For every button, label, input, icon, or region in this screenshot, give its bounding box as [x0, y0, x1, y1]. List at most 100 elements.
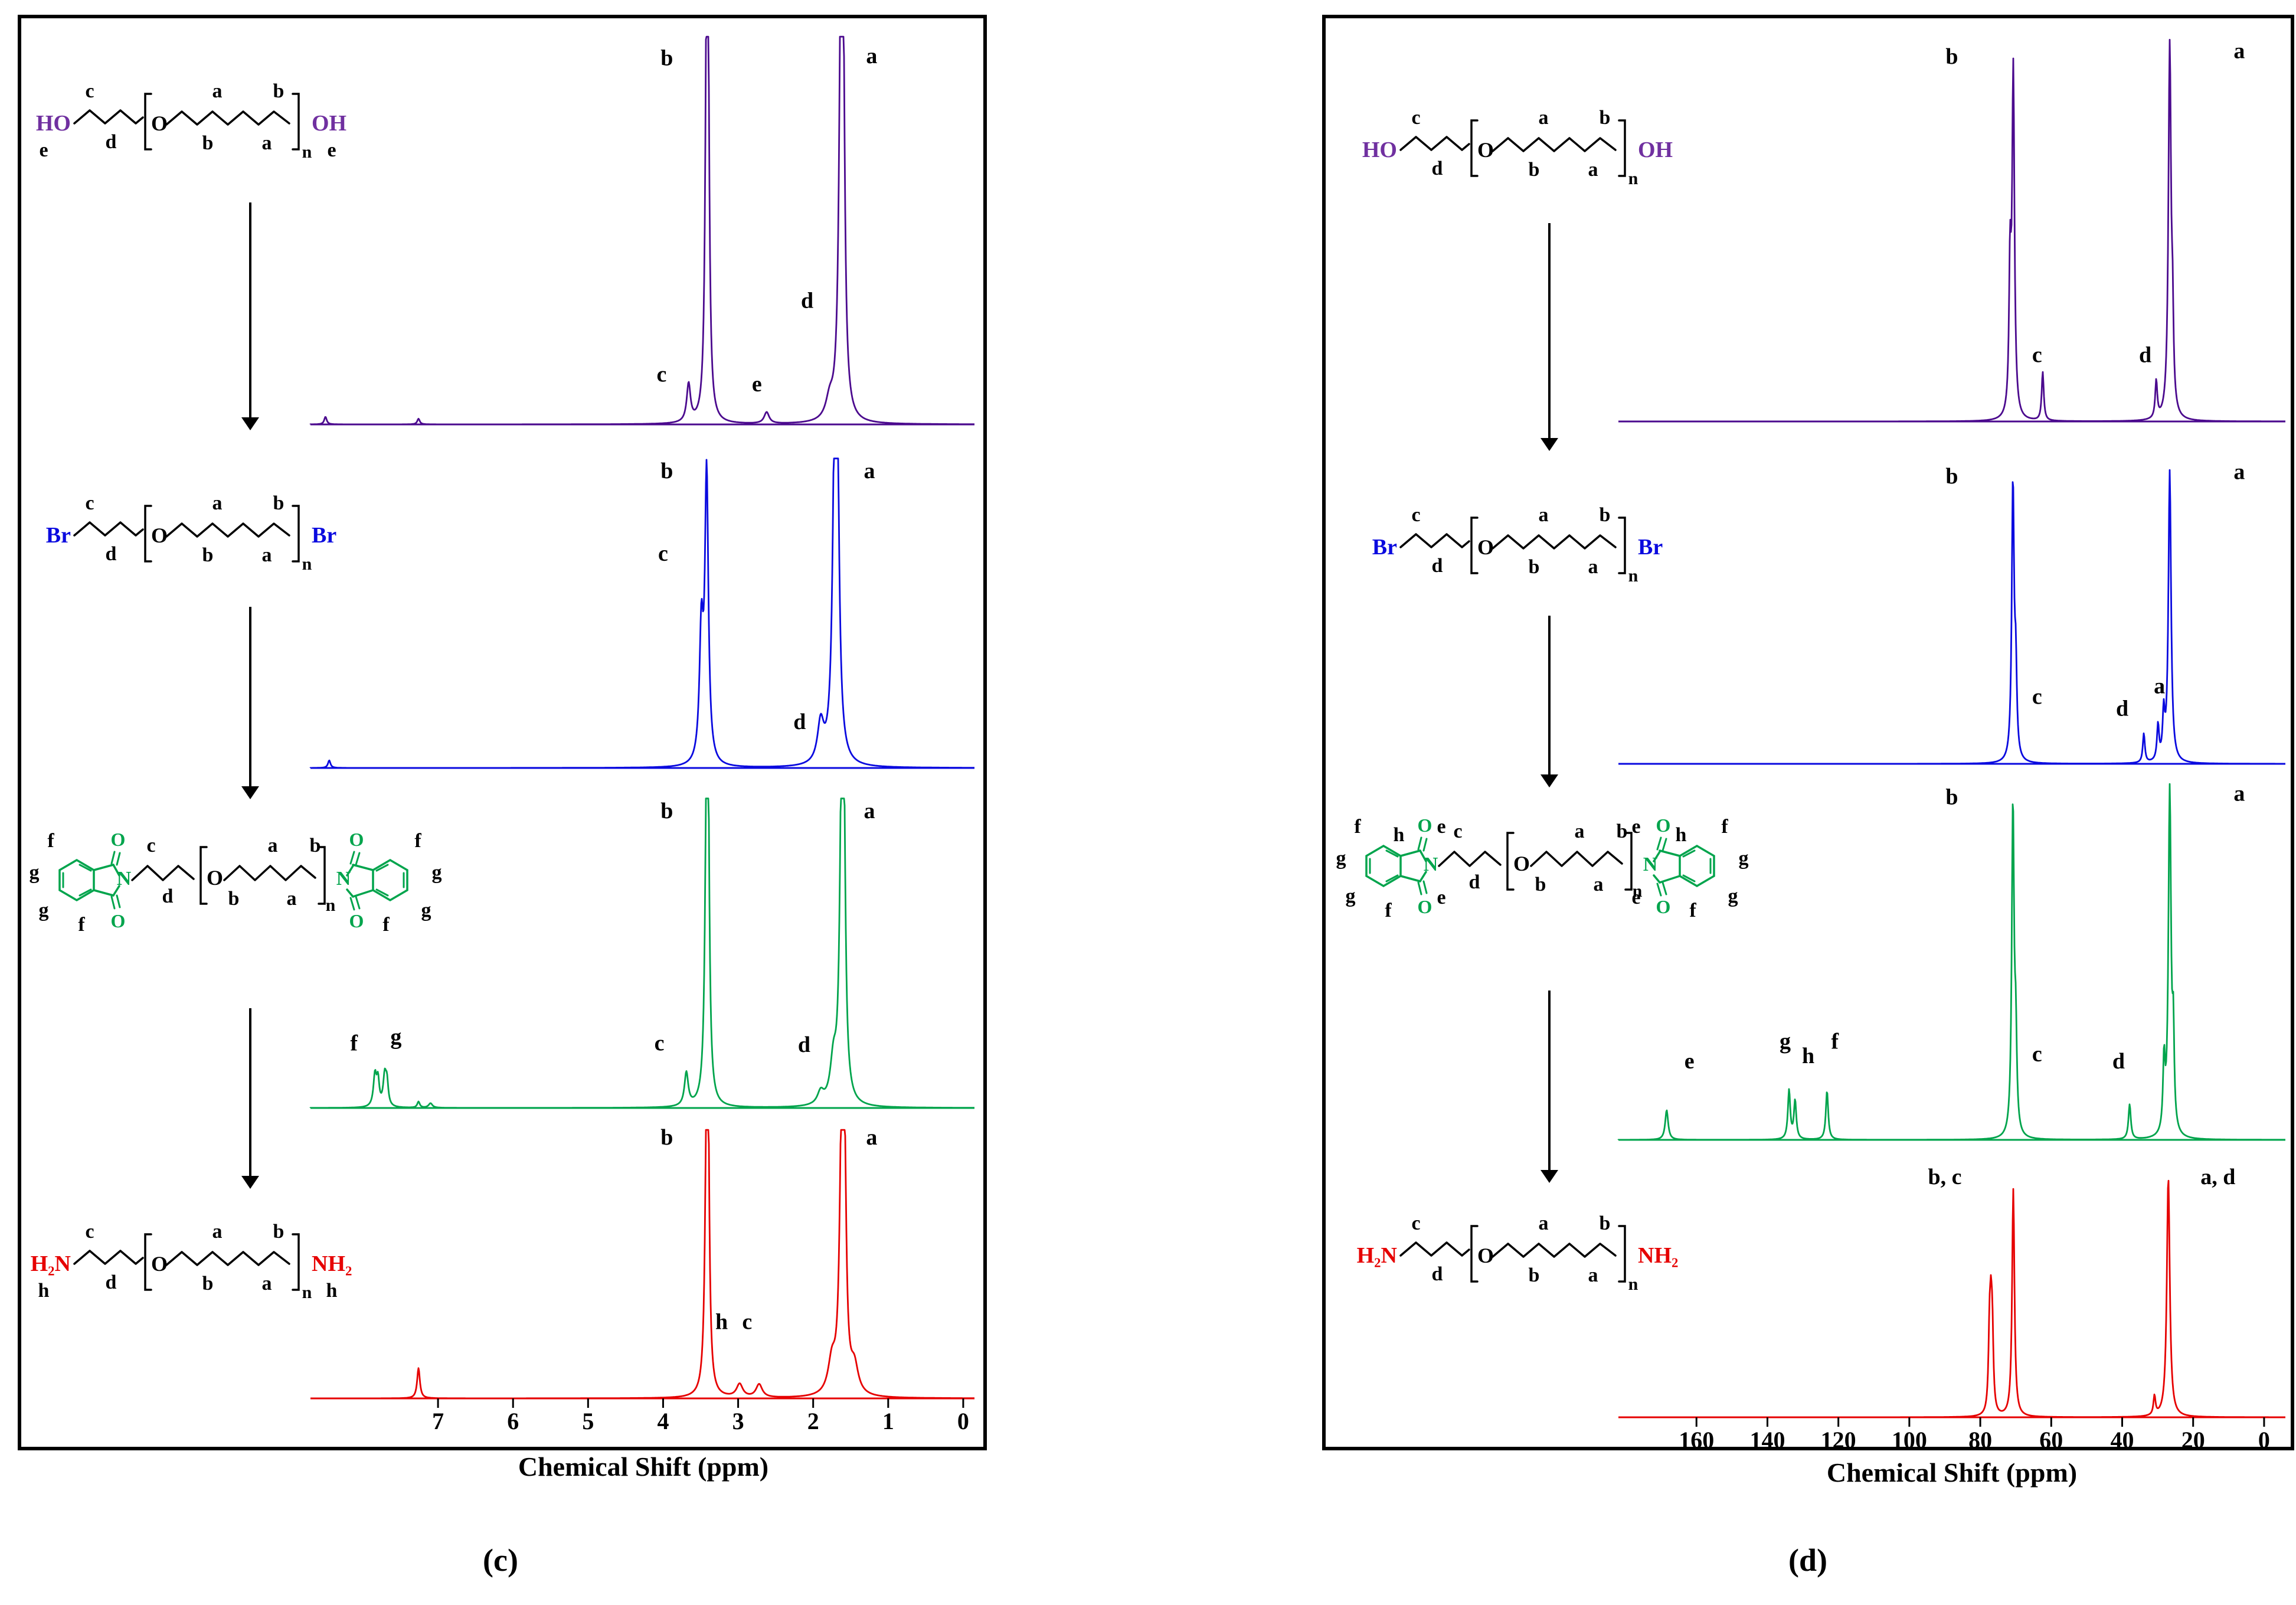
atom-label: e	[1631, 816, 1640, 838]
tick-label: 6	[507, 1408, 519, 1434]
tick-label: 160	[1679, 1427, 1714, 1453]
spectrum-1h-dibromide: b c a d	[309, 457, 975, 769]
atom-label: n	[1628, 566, 1638, 586]
panel-c-caption: (c)	[483, 1542, 518, 1578]
atom-label: d	[162, 885, 174, 907]
atom-label: b	[1529, 1264, 1540, 1286]
atom-label: f	[78, 914, 85, 936]
atom-label: f	[414, 830, 421, 852]
atom-label: O	[1513, 852, 1530, 875]
peak-label: a	[2154, 674, 2165, 699]
tick-label: 0	[2258, 1427, 2270, 1453]
spectrum-1h-ptmg-diol: b a d e c	[309, 35, 975, 426]
atom-label: b	[202, 132, 214, 154]
peak-label: c	[655, 1031, 665, 1055]
spectrum-1h-diamine: b ah c7 6 5 4 3 2 1 0	[310, 1125, 975, 1434]
peak-label: d	[801, 289, 813, 313]
atom-label: f	[1354, 816, 1361, 838]
atom-label: a	[268, 835, 278, 857]
tick-label: 4	[657, 1408, 669, 1434]
peak-label: b	[1945, 784, 1958, 809]
peak-label: g	[1780, 1029, 1791, 1054]
atom-label: d	[1432, 555, 1443, 577]
atom-label: h	[1676, 824, 1687, 846]
peak-label: f	[350, 1031, 358, 1055]
atom-label: O	[349, 910, 364, 931]
atom-label: Br	[46, 523, 71, 548]
atom-label: N	[1424, 854, 1438, 875]
atom-label: h	[38, 1280, 50, 1302]
atom-label: e	[1437, 816, 1445, 838]
atom-label: a	[212, 492, 223, 514]
tick-label: 120	[1821, 1427, 1856, 1453]
peak-label: a	[866, 44, 877, 68]
atom-label: n	[302, 1283, 312, 1302]
atom-label: c	[1411, 1212, 1420, 1234]
panel-d-caption: (d)	[1788, 1542, 1827, 1578]
peak-label: b	[660, 1125, 673, 1150]
atom-label: b	[310, 835, 321, 857]
tick-label: 100	[1892, 1427, 1927, 1453]
peak-label: c	[742, 1310, 752, 1335]
x-axis-title-d: Chemical Shift (ppm)	[1826, 1457, 2078, 1488]
peak-label: e	[1685, 1049, 1695, 1074]
peak-label: c	[2032, 1042, 2042, 1067]
peak-label: a	[2233, 459, 2245, 484]
atom-label: d	[106, 131, 117, 153]
atom-label: f	[382, 914, 390, 936]
peak-label: a	[864, 459, 875, 483]
atom-label: O	[151, 1252, 168, 1276]
peak-label: f	[1831, 1029, 1839, 1054]
atom-label: b	[1529, 159, 1540, 181]
atom-label: h	[1394, 824, 1405, 846]
atom-label: N	[117, 868, 132, 890]
atom-label: c	[85, 1221, 94, 1243]
tick-label: 140	[1749, 1427, 1785, 1453]
atom-label: a	[262, 1273, 272, 1295]
atom-label: NH₂	[312, 1251, 352, 1276]
atom-label: a	[1588, 159, 1598, 181]
atom-label: b	[273, 1221, 284, 1243]
atom-label: n	[302, 142, 312, 162]
peak-label: d	[2116, 697, 2128, 721]
atom-label: b	[1600, 107, 1611, 129]
atom-label: c	[85, 80, 94, 102]
atom-label: OH	[1638, 138, 1673, 162]
peak-label: b	[1945, 464, 1958, 489]
atom-label: n	[302, 554, 312, 574]
atom-label: b	[228, 888, 240, 910]
atom-label: a	[262, 544, 272, 566]
tick-label: 3	[732, 1408, 744, 1434]
atom-label: H₂N	[1357, 1243, 1397, 1268]
tick-label: 1	[882, 1408, 894, 1434]
atom-label: g	[432, 862, 442, 884]
peak-label: c	[2032, 684, 2042, 709]
atom-label: e	[1437, 887, 1445, 908]
tick-label: 20	[2181, 1427, 2205, 1453]
reaction-arrow-icon	[241, 607, 259, 799]
atom-label: O	[207, 866, 223, 890]
atom-label: O	[1477, 1244, 1494, 1267]
structure-ptmg-diol: HO e c d Oa b b a nOH e	[36, 80, 346, 162]
atom-label: a	[287, 888, 297, 910]
peak-label: b	[660, 45, 673, 70]
atom-label: b	[273, 80, 284, 102]
peak-label: a	[2233, 781, 2245, 806]
peak-label: d	[798, 1032, 810, 1057]
atom-label: a	[1539, 1212, 1549, 1234]
peak-label: b, c	[1928, 1165, 1961, 1189]
atom-label: N	[336, 868, 351, 890]
atom-label: g	[39, 900, 49, 921]
atom-label: O	[151, 112, 168, 135]
atom-label: g	[30, 862, 40, 884]
atom-label: n	[1633, 881, 1643, 901]
atom-label: f	[1721, 816, 1728, 838]
atom-label: O	[1656, 815, 1671, 836]
